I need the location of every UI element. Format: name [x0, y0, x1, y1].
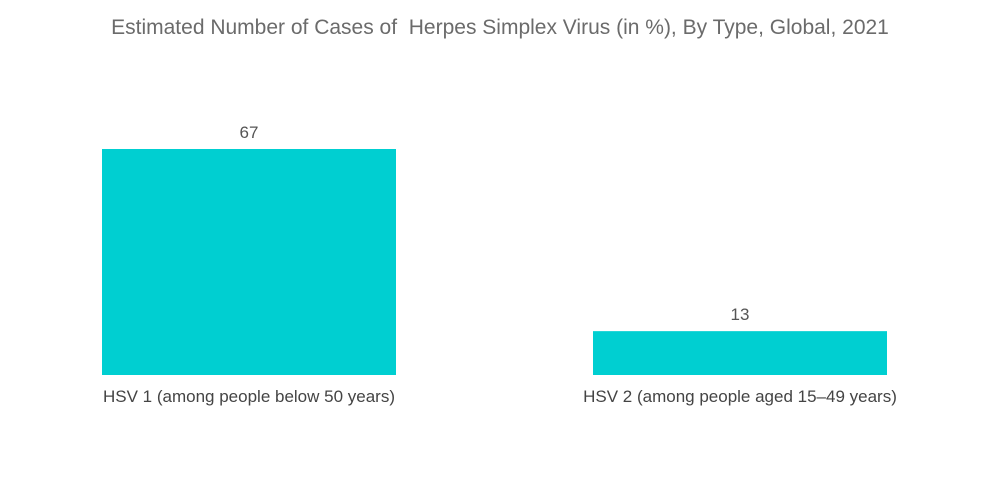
chart-title: Estimated Number of Cases of Herpes Simp… [111, 16, 889, 39]
bar-1 [102, 149, 396, 375]
category-label-2: HSV 2 (among people aged 15–49 years) [583, 387, 897, 406]
value-label-1: 67 [240, 123, 259, 142]
category-label-1: HSV 1 (among people below 50 years) [103, 387, 395, 406]
value-label-2: 13 [731, 305, 750, 324]
bar-2 [593, 331, 887, 375]
